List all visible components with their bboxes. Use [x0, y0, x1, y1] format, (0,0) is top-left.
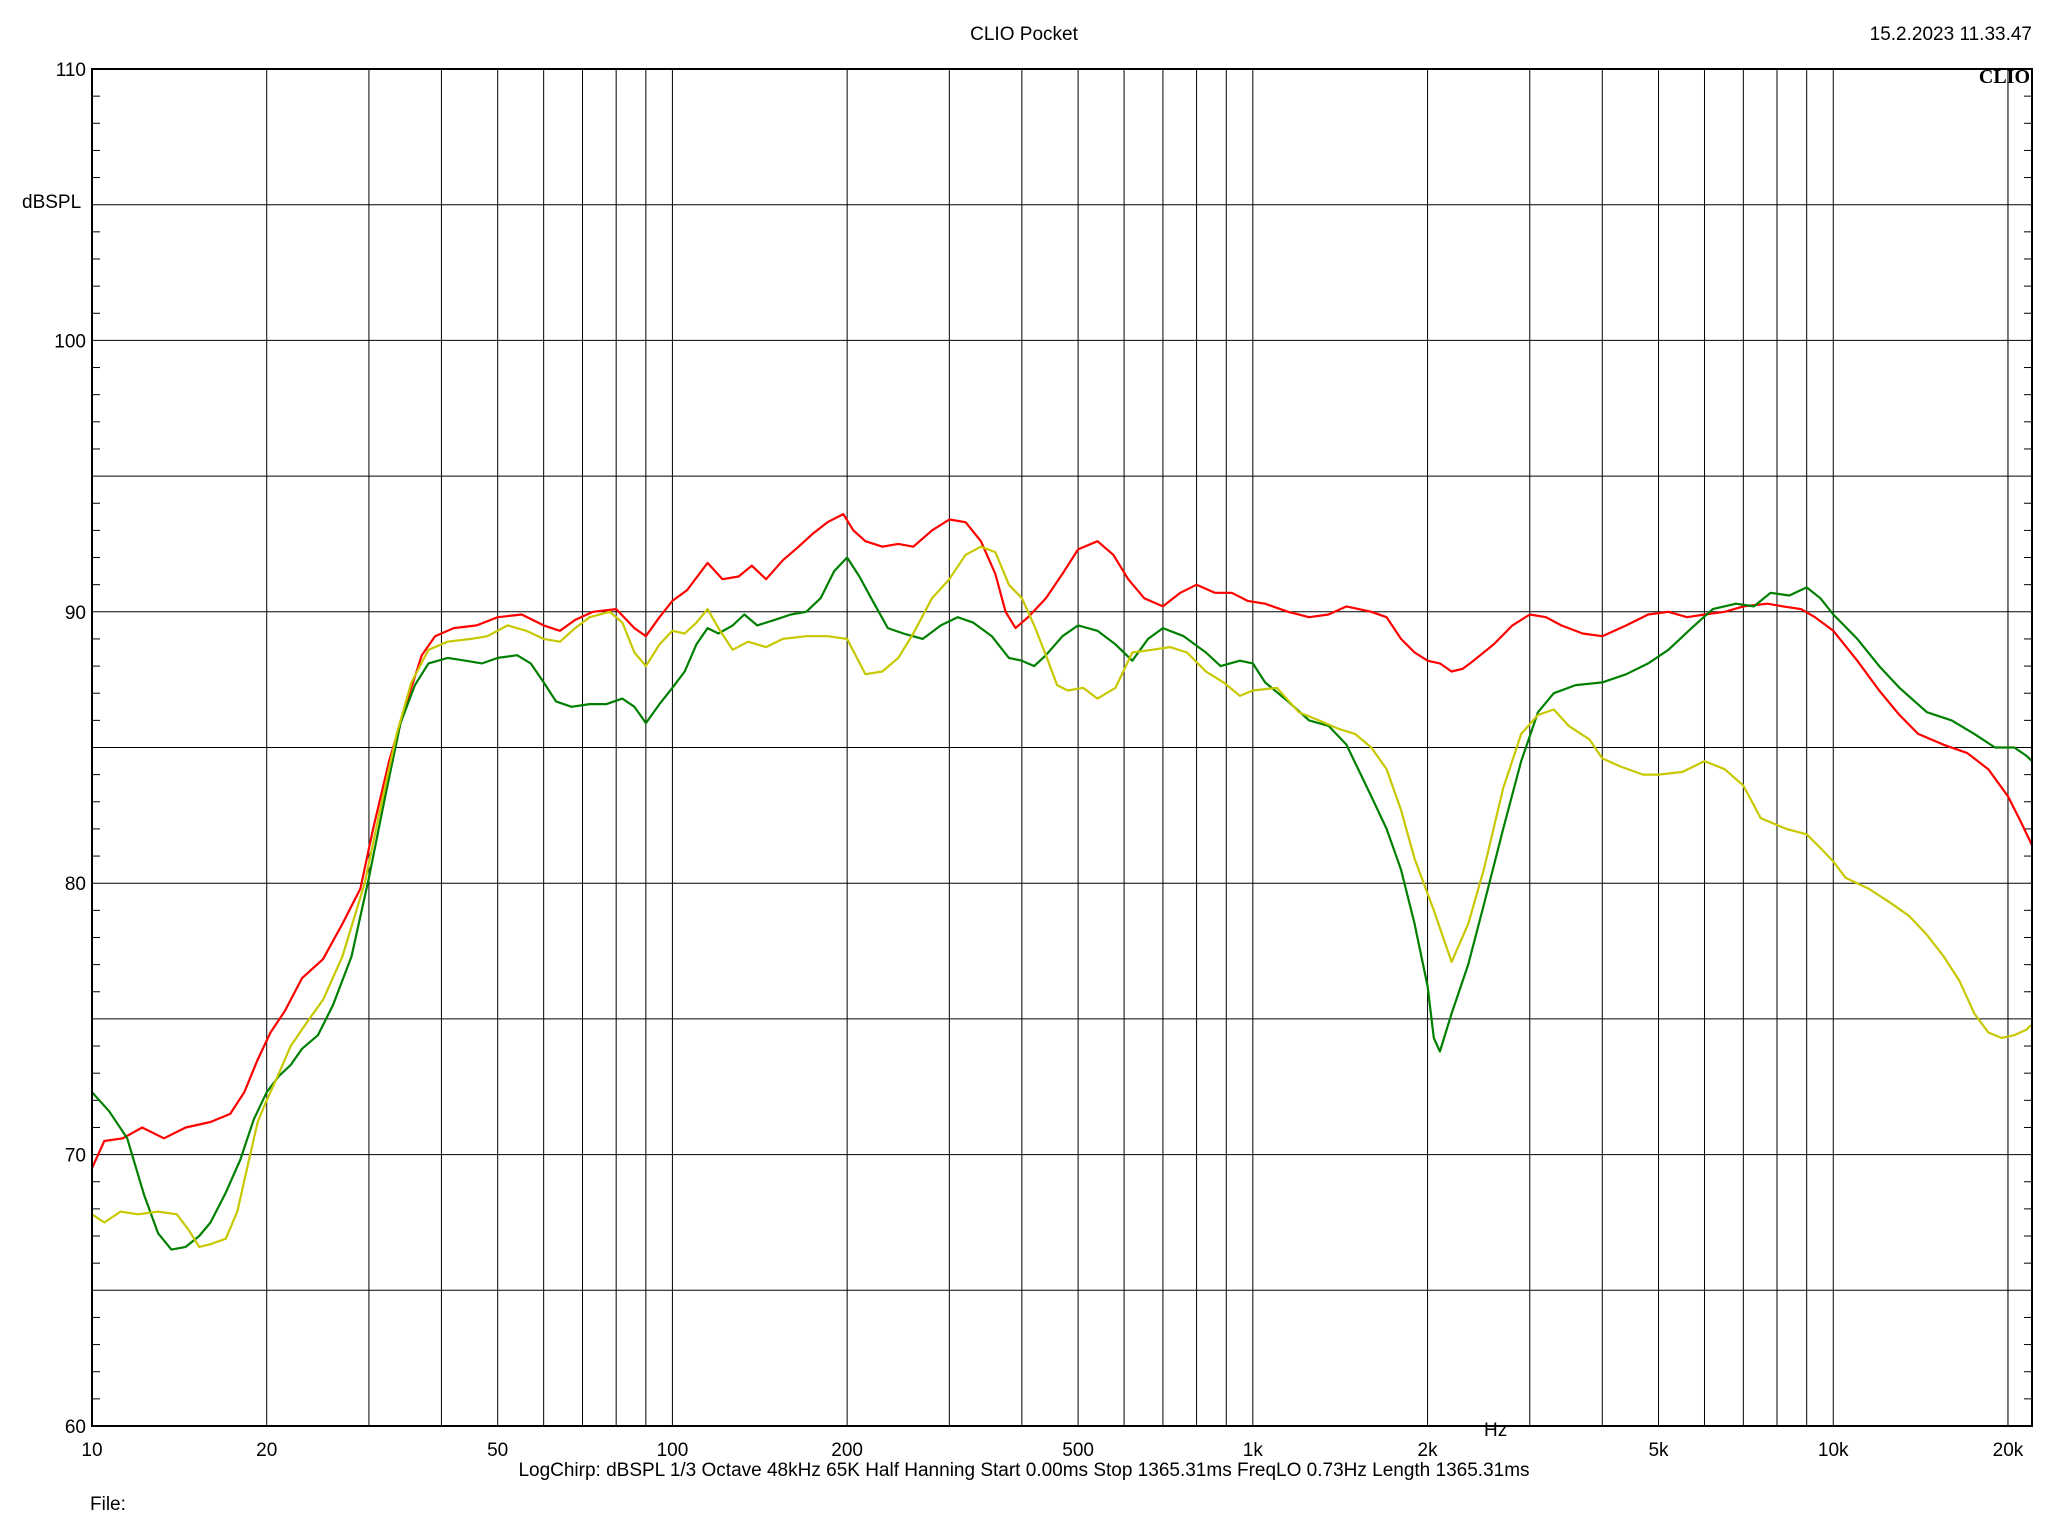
measurement-settings: LogChirp: dBSPL 1/3 Octave 48kHz 65K Hal… — [518, 1460, 1530, 1481]
x-tick-label: 2k — [1418, 1440, 1439, 1461]
series-line-red — [90, 513, 2033, 1169]
y-tick-label: 80 — [65, 874, 86, 895]
x-tick-label: 500 — [1062, 1440, 1094, 1461]
x-tick-label: 200 — [831, 1440, 863, 1461]
x-tick-labels: 10 20 50 100 200 500 1k 2k 5k 10k 20k — [81, 1440, 2023, 1461]
file-label: File: — [90, 1494, 126, 1515]
timestamp: 15.2.2023 11.33.47 — [1869, 24, 2032, 45]
grid-lines — [91, 68, 2032, 1427]
x-tick-label: 5k — [1648, 1440, 1669, 1461]
x-tick-label: 10k — [1818, 1440, 1849, 1461]
x-tick-label: 20k — [1993, 1440, 2024, 1461]
series-line-green — [91, 556, 2033, 1251]
y-tick-labels: 60 70 80 90 100 110 — [54, 60, 86, 1438]
x-tick-label: 20 — [256, 1440, 277, 1461]
x-tick-label: 1k — [1243, 1440, 1264, 1461]
series-line-yellow — [91, 545, 2033, 1248]
x-tick-label: 100 — [657, 1440, 689, 1461]
response-curves — [90, 513, 2033, 1251]
plot-frame — [91, 68, 2033, 1427]
brand-logo-text: CLIO — [1978, 66, 2030, 88]
x-tick-label: 10 — [81, 1440, 102, 1461]
chart-title: CLIO Pocket — [970, 24, 1078, 45]
y-tick-label: 100 — [54, 331, 86, 352]
y-tick-label: 70 — [65, 1146, 86, 1167]
x-tick-label: 50 — [487, 1440, 508, 1461]
y-tick-label: 110 — [56, 60, 86, 81]
y-tick-label: 60 — [65, 1417, 86, 1438]
y-tick-label: 90 — [65, 603, 86, 624]
y-axis-label: dBSPL — [22, 192, 82, 213]
